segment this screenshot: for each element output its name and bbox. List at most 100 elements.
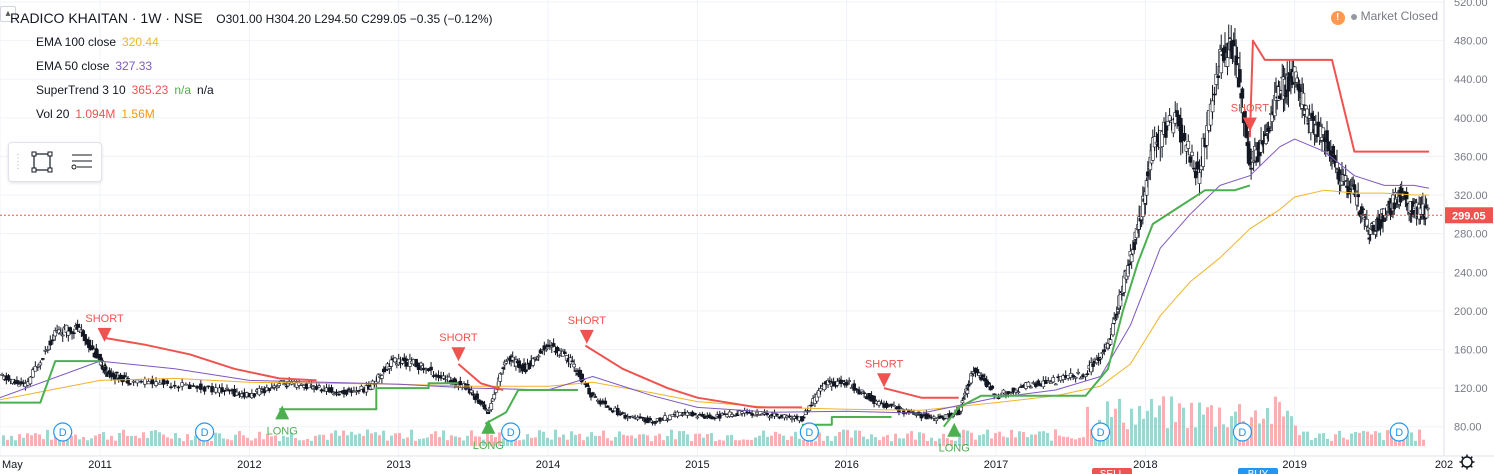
volume-bar — [1130, 408, 1133, 446]
volume-bar — [282, 435, 285, 446]
candle-body — [1188, 156, 1192, 163]
y-tick-label: 160.00 — [1454, 344, 1488, 356]
legend-ema100[interactable]: EMA 100 close 320.44 — [10, 30, 493, 54]
volume-bar — [814, 441, 817, 446]
volume-bar — [498, 432, 501, 446]
volume-bar — [1334, 434, 1337, 446]
list-settings-icon[interactable] — [67, 147, 97, 177]
volume-bar — [786, 439, 789, 446]
candle-body — [775, 413, 779, 416]
volume-bar — [1318, 433, 1321, 446]
indicator-value: 320.44 — [122, 35, 159, 49]
legend-ema50[interactable]: EMA 50 close 327.33 — [10, 54, 493, 78]
status-dot-icon — [1350, 13, 1357, 20]
volume-bar — [874, 437, 877, 446]
volume-bar — [1418, 429, 1421, 446]
rectangle-icon[interactable] — [27, 147, 57, 177]
y-tick-label: 520.00 — [1454, 0, 1488, 9]
volume-bar — [1354, 431, 1357, 446]
legend-supertrend[interactable]: SuperTrend 3 10 365.23 n/a n/a — [10, 78, 493, 102]
candle-body — [844, 382, 849, 386]
indicator-value: 365.23 — [131, 83, 169, 97]
volume-bar — [1154, 417, 1157, 446]
volume-bar — [58, 436, 61, 446]
candle-body — [653, 421, 657, 424]
candle-body — [48, 340, 53, 346]
volume-bar — [362, 435, 365, 446]
candle-body — [919, 414, 924, 419]
candle-body — [154, 381, 158, 386]
candle-body — [105, 375, 109, 377]
dividend-marker-icon — [1389, 422, 1409, 442]
volume-bar — [962, 429, 965, 446]
candle-body — [469, 389, 474, 393]
collapse-legend-icon[interactable]: ▴ — [0, 6, 16, 22]
market-status[interactable]: ! Market Closed — [1330, 9, 1438, 25]
volume-bar — [1038, 431, 1041, 446]
volume-bar — [910, 431, 913, 446]
volume-bar — [418, 438, 421, 446]
candle-body — [1014, 389, 1018, 393]
volume-bar — [526, 434, 529, 446]
volume-bar — [998, 431, 1001, 446]
warning-icon[interactable]: ! — [1330, 11, 1345, 25]
dividend-marker-icon — [1090, 422, 1111, 442]
volume-bar — [134, 435, 137, 446]
volume-bar — [1214, 426, 1217, 446]
candle-body — [510, 356, 515, 361]
ema100-line — [0, 189, 1430, 411]
indicator-name: EMA 50 close — [36, 59, 110, 73]
candle-body — [767, 416, 772, 419]
drag-handle-icon[interactable]: ⋮ ⋮ — [13, 153, 23, 171]
dividend-marker-label: D — [59, 427, 67, 439]
volume-bar — [762, 430, 765, 446]
candle-body — [977, 372, 982, 376]
candle-body — [206, 385, 211, 388]
volume-bar — [482, 439, 485, 446]
candle-body — [777, 416, 782, 419]
volume-bar — [778, 433, 781, 446]
indicator-value: 327.33 — [115, 59, 153, 73]
candle-body — [337, 393, 341, 396]
volume-bar — [302, 440, 305, 446]
volume-bar — [322, 434, 325, 446]
volume-bar — [1270, 423, 1273, 446]
candle-body — [572, 363, 576, 368]
volume-bar — [370, 433, 373, 446]
volume-bar — [894, 433, 897, 446]
y-tick-label: 400.00 — [1454, 113, 1488, 125]
legend-volume[interactable]: Vol 20 1.094M 1.56M — [10, 102, 493, 126]
settings-gear-icon[interactable] — [1459, 454, 1475, 470]
candle-body — [648, 418, 652, 421]
x-tick-label: 2017 — [984, 459, 1008, 471]
candle-body — [1264, 135, 1268, 144]
volume-bar — [298, 440, 301, 446]
volume-bar — [318, 434, 321, 446]
candle-body — [1048, 381, 1053, 384]
candle-body — [1141, 195, 1145, 217]
volume-bar — [702, 437, 705, 446]
candle-body — [1129, 254, 1134, 263]
candle-body — [1267, 129, 1272, 132]
volume-bar — [842, 429, 845, 446]
volume-bar — [990, 438, 993, 446]
candle-body — [72, 332, 76, 335]
candle-body — [376, 374, 380, 383]
candle-body — [585, 382, 590, 388]
volume-bar — [1042, 431, 1045, 446]
volume-bar — [462, 440, 465, 446]
drawing-toolbox: ⋮ ⋮ — [8, 142, 102, 182]
volume-bar — [1330, 440, 1333, 446]
volume-bar — [1358, 432, 1361, 446]
supertrend-down-line — [104, 336, 317, 382]
symbol-title[interactable]: RADICO KHAITAN · 1W · NSE — [10, 10, 203, 26]
candle-body — [135, 379, 140, 384]
volume-bar — [398, 433, 401, 446]
volume-bar — [1010, 429, 1013, 446]
volume-bar — [1150, 398, 1153, 446]
candle-body — [1179, 118, 1183, 143]
volume-bar — [486, 430, 489, 446]
candle-body — [960, 400, 965, 404]
candle-body — [1361, 208, 1365, 211]
